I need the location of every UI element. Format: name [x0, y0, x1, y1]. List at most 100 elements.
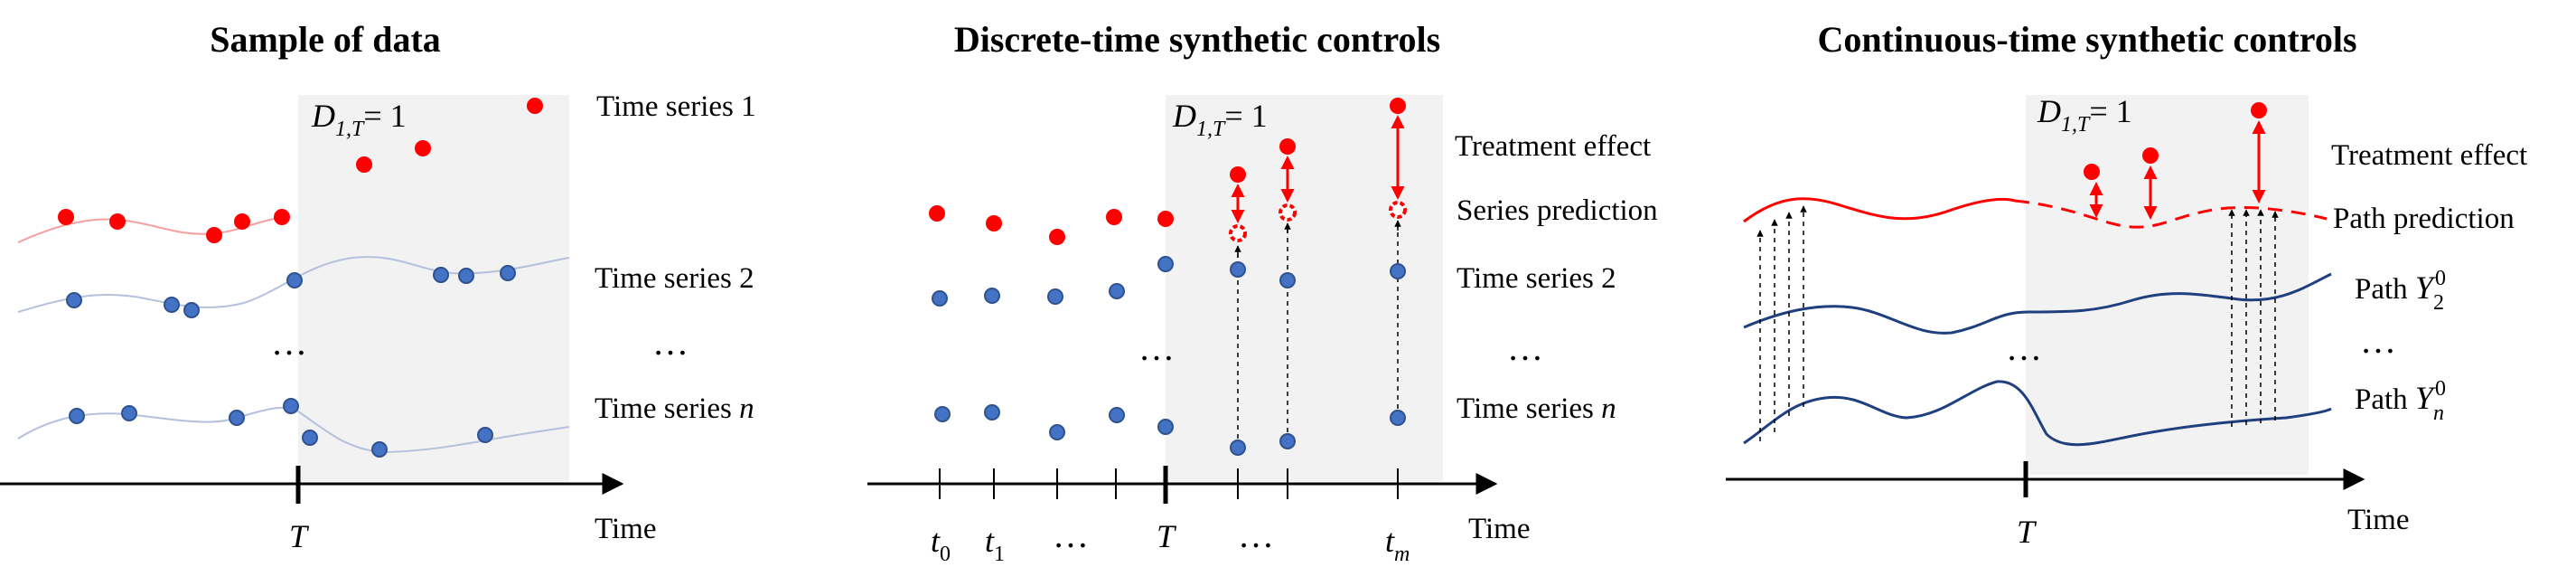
seriesn-label: Time series n	[595, 392, 754, 425]
path-prediction-line	[2014, 199, 2328, 229]
series2-point	[500, 265, 516, 281]
treated-point	[1049, 229, 1065, 245]
seriesn-point	[984, 404, 1000, 421]
treated-points	[2084, 102, 2267, 180]
seriesn-point	[1049, 424, 1065, 440]
panel-sample-of-data: Sample of data D1,T= 1	[0, 19, 756, 554]
panel-title: Sample of data	[210, 19, 441, 60]
ellipsis-left: …	[271, 322, 311, 363]
tick-ellipsis: …	[1053, 515, 1092, 555]
series2-point	[984, 288, 1000, 304]
series1-label: Time series 1	[596, 90, 756, 123]
series2-point	[1047, 288, 1063, 305]
projection-arrowheads	[1234, 220, 1401, 258]
seriesn-point	[1390, 410, 1406, 426]
series2-point	[1279, 272, 1296, 288]
ellipsis-right: …	[652, 322, 692, 363]
series2-point	[433, 267, 449, 283]
projection-lines	[1756, 205, 2279, 441]
prediction-point	[1279, 203, 1297, 222]
treated-point	[1106, 209, 1122, 225]
prediction-point	[1389, 201, 1407, 219]
series2-point	[1109, 283, 1125, 299]
panel-discrete-time: Discrete-time synthetic controls D1,T= 1	[867, 19, 1658, 566]
treated-point	[1390, 98, 1406, 114]
time-axis-label: Time	[2347, 504, 2409, 536]
seriesn-label: Time series n	[1457, 392, 1616, 425]
treatment-effect-arrows	[1231, 115, 1405, 223]
series2-label: Time series 2	[595, 262, 754, 295]
seriesn-point	[934, 406, 951, 422]
treated-point	[986, 215, 1002, 232]
series2-point	[66, 292, 82, 308]
time-axis-label: Time	[1468, 513, 1530, 545]
seriesn-point	[283, 398, 299, 414]
series2-point	[932, 290, 948, 307]
path-2-label: Path Y0 2	[2355, 267, 2446, 315]
prediction-points	[1229, 201, 1407, 242]
path-prediction-label: Path prediction	[2333, 203, 2515, 235]
series2-point	[1157, 256, 1174, 272]
seriesn-point	[121, 405, 137, 421]
seriesn-point	[302, 430, 318, 446]
series2-point	[1230, 261, 1246, 278]
ellipsis-right: …	[2360, 320, 2400, 361]
prediction-point	[1229, 224, 1247, 242]
treatment-effect-label: Treatment effect	[1455, 130, 1651, 163]
series1-point	[356, 156, 372, 173]
treatment-effect-arrows	[2089, 120, 2266, 220]
seriesn-point	[371, 441, 388, 458]
panel-continuous-time: Continuous-time synthetic controls D1,T=…	[1726, 19, 2527, 550]
panel-title: Continuous-time synthetic controls	[1817, 19, 2356, 60]
seriesn-point	[1230, 439, 1246, 456]
seriesn-point	[1109, 407, 1125, 423]
series2-point	[458, 268, 474, 284]
series2-point	[183, 302, 200, 318]
T-tick-label: T	[1157, 518, 1177, 554]
treated-point	[929, 205, 945, 222]
treated-point	[1230, 166, 1246, 183]
series1-point	[274, 209, 290, 225]
seriesn-point	[69, 408, 85, 424]
tick-ellipsis-after-T: …	[1238, 515, 1278, 555]
series1-point	[58, 209, 74, 225]
series1-points	[58, 98, 543, 243]
time-axis-label: Time	[595, 513, 656, 545]
treated-point	[1279, 138, 1296, 155]
projection-lines	[1237, 217, 1399, 448]
series2-point	[286, 272, 303, 288]
treated-point	[2251, 102, 2267, 118]
treated-path	[1743, 197, 2016, 223]
time-ticks	[939, 468, 1399, 499]
series2-label: Time series 2	[1457, 262, 1616, 295]
treated-point	[1157, 211, 1174, 227]
control-path-n	[1743, 380, 2332, 447]
treated-points	[929, 98, 1406, 245]
path-n-label: Path Y0 n	[2355, 377, 2446, 425]
seriesn-points	[934, 404, 1406, 456]
T-tick-label: T	[2017, 514, 2037, 550]
series1-point	[415, 140, 431, 156]
series2-points	[66, 265, 516, 318]
seriesn-point	[477, 427, 493, 443]
series-prediction-label: Series prediction	[1457, 194, 1658, 227]
seriesn-point	[229, 410, 245, 426]
tm-tick-label: tm	[1385, 523, 1410, 566]
treated-point	[2142, 147, 2159, 164]
treated-point	[2084, 164, 2100, 180]
ellipsis-right: …	[1507, 327, 1547, 368]
panel-title: Discrete-time synthetic controls	[954, 19, 1440, 60]
series1-point	[527, 98, 543, 114]
series1-point	[234, 213, 250, 230]
ellipsis-left: …	[1138, 327, 1178, 368]
series2-point	[164, 297, 180, 313]
seriesn-point	[1279, 433, 1296, 449]
seriesn-points	[69, 398, 493, 458]
series2-point	[1390, 263, 1406, 279]
treatment-indicator: D1,T= 1	[2037, 93, 2132, 137]
t0-tick-label: t0	[931, 523, 951, 566]
treatment-period-shade	[298, 95, 569, 481]
treatment-indicator: D1,T= 1	[1172, 98, 1268, 141]
series1-point	[109, 213, 126, 230]
